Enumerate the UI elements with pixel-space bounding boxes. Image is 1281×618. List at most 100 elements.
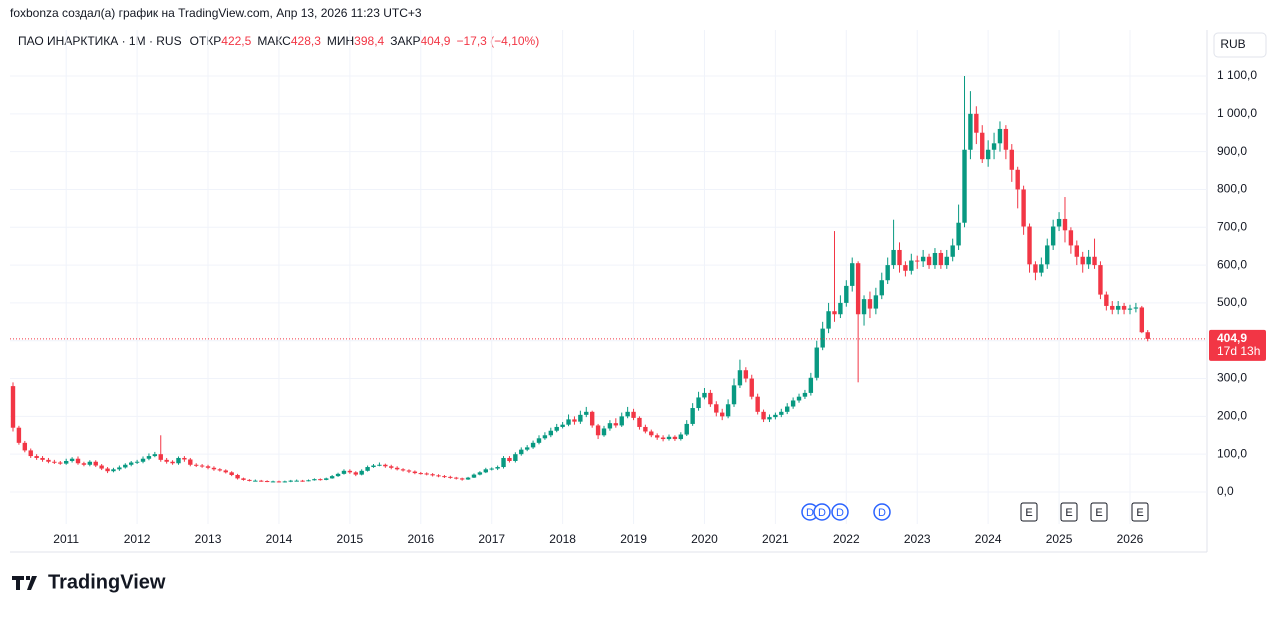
candle-body (400, 469, 406, 471)
candle-body (46, 459, 51, 462)
candle-body (217, 469, 223, 471)
candle-body (1115, 305, 1121, 310)
candle-body (164, 459, 169, 462)
candle-body (377, 464, 382, 466)
legend-value: 398,4 (354, 34, 384, 48)
candle-body (631, 411, 636, 418)
candle-body (1139, 307, 1145, 333)
y-tick-label: 600,0 (1217, 257, 1247, 271)
x-tick-label: 2018 (549, 532, 576, 546)
candle-body (389, 466, 394, 468)
candle-body (436, 475, 441, 477)
candle-body (341, 470, 347, 474)
candle-body (1133, 307, 1139, 309)
candle-body (1062, 218, 1068, 231)
legend-text: ПАО ИНАРКТИКА · 1M · RUS ОТКР422,5 МАКС428… (18, 34, 539, 48)
candle-body (1127, 308, 1133, 310)
candle-body (129, 462, 134, 465)
candle-body (1121, 305, 1127, 310)
x-tick-label: 2019 (620, 532, 647, 546)
candle-body (601, 428, 607, 436)
candle-body (34, 456, 39, 458)
candle-body (607, 423, 613, 429)
event-label: D (818, 507, 826, 519)
candle-body (548, 430, 554, 436)
candle-body (926, 256, 932, 266)
y-tick-label: 1 000,0 (1217, 106, 1257, 120)
candle-body (99, 465, 104, 469)
candle-body (247, 479, 252, 481)
earnings-marker (1020, 502, 1038, 522)
currency-button[interactable] (1213, 32, 1267, 58)
candle-body (530, 442, 536, 448)
legend-label: МАКС (257, 34, 291, 48)
x-tick-label: 2015 (337, 532, 364, 546)
price-tag (1209, 329, 1266, 361)
legend-value: 422,5 (221, 34, 251, 48)
candle-body (365, 467, 370, 471)
candle-body (814, 347, 819, 378)
candle-body (459, 478, 465, 480)
candle-body (465, 477, 471, 480)
candle-body (276, 481, 282, 483)
candle-body (229, 472, 234, 475)
candle-body (932, 252, 938, 266)
candle-body (430, 474, 435, 476)
candle-body (1045, 245, 1050, 265)
currency: RUB (1220, 37, 1245, 51)
candle-body (489, 468, 494, 470)
candle-body (117, 467, 122, 470)
candle-body (968, 113, 973, 150)
candle-body (873, 295, 879, 309)
legend-label: ОТКР (190, 34, 222, 48)
candle-body (720, 412, 725, 417)
x-tick-label: 2026 (1117, 532, 1144, 546)
candle-body (767, 417, 772, 420)
candle-body (282, 481, 288, 483)
candle-body (938, 252, 944, 266)
candle-body (832, 311, 837, 315)
candle-body (625, 411, 630, 417)
candle-body (312, 479, 317, 481)
x-tick-label: 2014 (266, 532, 293, 546)
credit: foxbonza создал(а) график на TradingView… (10, 6, 422, 20)
candle-body (52, 461, 57, 463)
candle-body (944, 256, 949, 266)
candle-body (288, 480, 293, 482)
event-label: E (1095, 507, 1102, 519)
candle-body (394, 467, 400, 470)
candle-body (483, 469, 488, 473)
earnings-marker (1090, 502, 1108, 522)
candle-body (536, 438, 542, 443)
y-tick-label: 200,0 (1217, 409, 1247, 423)
candle-body (300, 480, 305, 482)
x-tick-label: 2021 (762, 532, 789, 546)
candle-body (903, 265, 908, 271)
candle-body (253, 480, 258, 482)
candle-body (495, 467, 500, 469)
candle-body (383, 464, 388, 467)
x-tick-label: 2013 (195, 532, 222, 546)
y-tick-label: 0,0 (1217, 484, 1234, 498)
candle-body (950, 245, 955, 257)
candle-body (678, 434, 684, 440)
candle-body (826, 311, 831, 329)
candle-body (371, 465, 376, 468)
candle-body (442, 476, 447, 478)
symbol: ПАО ИНАРКТИКА · 1M · RUS (18, 34, 182, 48)
candle-body (1086, 256, 1091, 265)
candle-body (920, 256, 926, 262)
candle-body (87, 461, 93, 465)
x-tick-label: 2011 (53, 532, 79, 546)
candle-body (176, 457, 181, 464)
candle-body (1092, 256, 1097, 266)
candle-body (10, 386, 16, 428)
candle-body (572, 419, 577, 422)
y-tick-label: 800,0 (1217, 182, 1247, 196)
candle-body (985, 149, 991, 160)
candle-body (264, 481, 270, 483)
candle-body (637, 417, 642, 427)
candle-body (578, 414, 583, 422)
candle-body (259, 480, 264, 482)
